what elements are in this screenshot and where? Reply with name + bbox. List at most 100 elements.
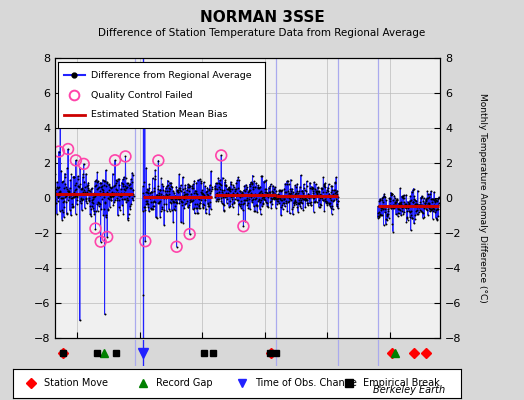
Point [381,194,389,200]
Point [293,204,302,210]
Point [299,192,308,198]
Point [174,189,182,196]
Point [183,190,191,197]
Point [398,193,406,200]
Point [144,190,152,196]
Point [89,196,97,203]
Point [226,198,234,204]
Point [400,204,409,210]
Point [201,194,209,200]
Point [421,197,430,204]
Point [233,196,241,203]
Point [432,214,440,221]
Point [140,179,148,185]
Point [68,195,76,201]
Point [313,184,322,191]
Point [120,196,128,203]
Point [275,192,283,198]
Point [154,186,162,192]
Point [189,181,198,188]
Point [246,194,255,200]
Point [55,184,63,190]
Point [99,187,107,194]
Point [110,202,118,209]
Point [72,201,81,207]
Point [96,192,104,198]
Point [119,186,128,192]
Point [121,153,129,160]
Point [217,152,225,159]
Point [268,187,277,194]
Point [245,187,254,193]
Point [62,210,71,216]
Point [248,172,257,179]
Point [195,202,203,209]
Point [285,190,293,196]
Point [236,194,244,200]
Point [70,189,78,196]
Point [182,194,190,201]
Point [193,209,201,216]
Point [240,200,248,207]
Point [73,197,81,204]
Point [227,193,235,200]
Point [57,195,65,201]
Point [224,192,233,198]
Point [187,198,195,204]
Point [93,201,101,207]
Point [190,204,198,211]
Point [117,196,126,202]
Point [424,195,433,201]
Point [300,195,309,202]
Point [408,214,416,221]
Point [274,195,282,201]
Point [115,192,124,198]
Point [259,178,268,185]
Point [128,171,137,178]
Point [380,209,389,216]
Point [202,191,211,197]
Point [298,188,307,194]
Point [395,201,403,207]
Point [67,171,75,178]
Point [159,187,167,193]
Point [83,189,91,195]
Point [129,192,138,199]
Point [305,192,313,199]
Point [156,198,164,204]
Point [148,206,156,212]
Point [383,212,391,218]
Point [303,200,312,206]
Point [198,190,206,196]
Point [399,204,407,210]
Point [267,191,276,198]
Point [223,192,232,199]
Point [201,183,210,190]
Point [116,193,125,200]
Point [171,192,180,199]
Point [158,192,167,199]
Point [84,186,92,193]
Point [150,176,159,183]
Point [400,199,408,206]
Point [249,184,257,190]
Point [251,184,259,190]
Point [118,202,126,208]
Point [243,197,251,203]
Point [168,184,177,190]
Point [69,173,78,180]
Point [102,212,111,218]
Point [168,196,177,202]
Point [125,185,134,192]
Point [74,173,82,180]
Point [227,192,235,198]
Point [312,199,321,205]
Point [157,208,165,214]
Point [401,202,409,208]
Point [159,183,167,190]
Point [255,196,263,202]
Point [305,195,314,202]
Point [302,188,311,194]
Point [315,188,323,194]
Point [79,171,88,177]
